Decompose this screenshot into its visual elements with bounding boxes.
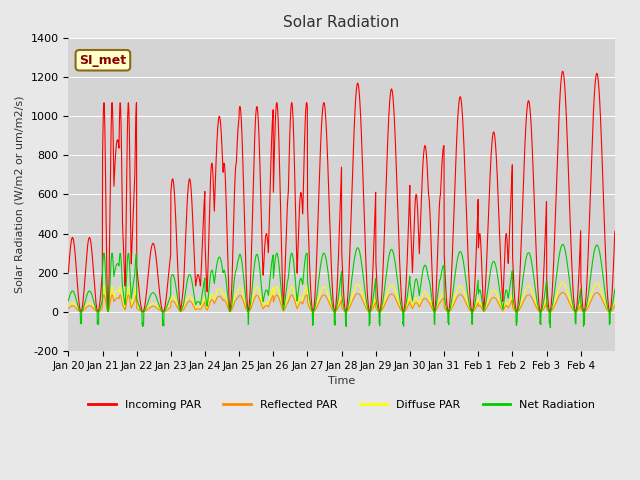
Text: SI_met: SI_met [79,54,127,67]
X-axis label: Time: Time [328,376,355,386]
Y-axis label: Solar Radiation (W/m2 or um/m2/s): Solar Radiation (W/m2 or um/m2/s) [15,96,25,293]
Legend: Incoming PAR, Reflected PAR, Diffuse PAR, Net Radiation: Incoming PAR, Reflected PAR, Diffuse PAR… [83,395,600,414]
Title: Solar Radiation: Solar Radiation [284,15,400,30]
